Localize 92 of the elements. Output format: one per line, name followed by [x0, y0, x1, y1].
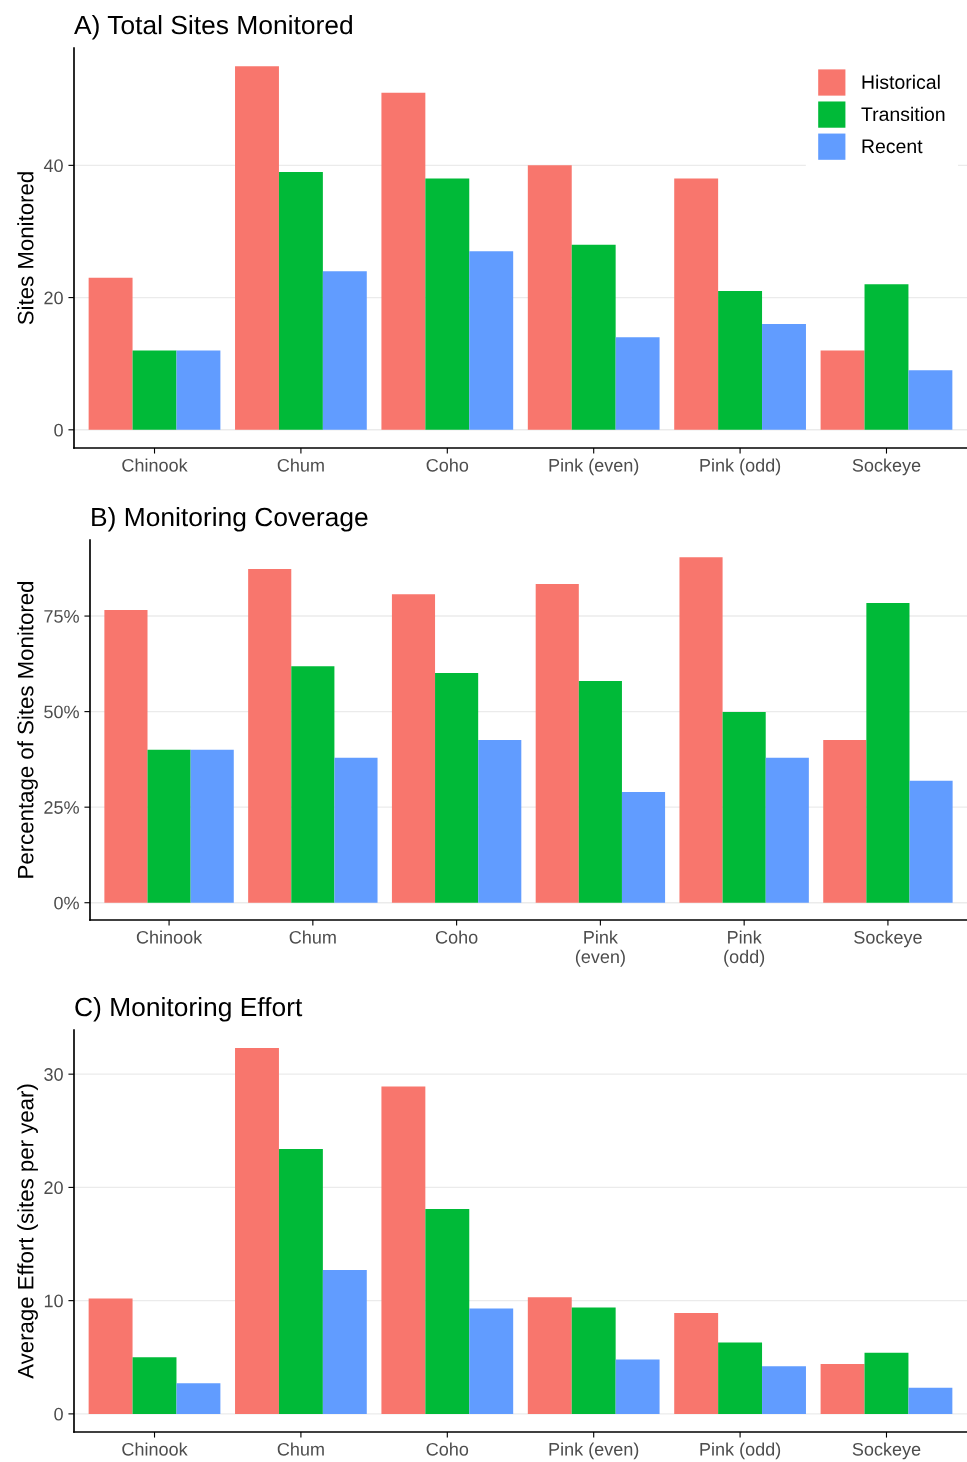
y-axis-title: Percentage of Sites Monitored: [17, 581, 38, 878]
legend-label: Transition: [861, 106, 945, 122]
chart-title: C) Monitoring Effort: [75, 996, 303, 1022]
x-tick-label: Pink (even): [549, 1442, 639, 1460]
bar: [908, 370, 953, 430]
bar: [866, 603, 910, 903]
x-tick-label: Pink (odd): [724, 930, 765, 967]
bar: [679, 557, 723, 903]
bar: [322, 1270, 367, 1414]
bar: [765, 757, 809, 903]
bar: [864, 1352, 909, 1414]
bar: [132, 350, 177, 430]
x-tick-label: Chum: [277, 1442, 324, 1456]
bar: [615, 337, 660, 430]
bar: [176, 350, 221, 430]
legend-label: Recent: [862, 139, 923, 154]
x-tick-label: Sockeye: [852, 1442, 921, 1460]
bar: [278, 1148, 323, 1414]
bar: [478, 739, 522, 903]
bar: [820, 1364, 865, 1414]
y-axis-title: Sites Monitored: [17, 172, 34, 325]
bar: [571, 1307, 616, 1414]
x-tick-label: Sockeye: [852, 458, 921, 476]
bar: [718, 290, 763, 430]
bar: [469, 1308, 514, 1414]
bar: [674, 178, 719, 430]
bar: [425, 1208, 470, 1414]
bar: [278, 171, 323, 430]
y-tick-label: 25%: [44, 801, 79, 814]
bar: [322, 271, 367, 430]
bar: [435, 673, 479, 903]
x-tick-label: Chinook: [122, 458, 188, 472]
bar: [425, 178, 470, 430]
x-tick-label: Pink (odd): [700, 458, 781, 476]
x-tick-label: Pink (odd): [700, 1442, 781, 1460]
bar: [527, 165, 572, 430]
x-tick-label: Pink (even): [575, 930, 625, 967]
y-tick-label: 0%: [54, 896, 79, 910]
bar: [864, 284, 909, 430]
bar: [908, 1387, 953, 1414]
chart-title: A) Total Sites Monitored: [74, 14, 352, 40]
legend-label: Historical: [862, 74, 940, 90]
bar: [88, 1298, 133, 1414]
x-tick-label: Pink (even): [549, 458, 639, 476]
x-tick-label: Chum: [289, 930, 336, 944]
bar: [147, 749, 191, 903]
bar: [176, 1383, 221, 1414]
x-tick-label: Coho: [426, 458, 469, 472]
bar: [104, 609, 148, 903]
chart-title: B) Monitoring Coverage: [92, 506, 368, 532]
bar: [762, 324, 806, 430]
x-tick-label: Sockeye: [854, 930, 922, 948]
y-tick-label: 20: [44, 291, 63, 305]
bar: [132, 1357, 177, 1414]
bar: [381, 92, 426, 430]
bar: [762, 1366, 806, 1414]
y-tick-label: 20: [44, 1181, 63, 1195]
x-tick-label: Chinook: [122, 1442, 188, 1456]
bar: [469, 251, 514, 430]
bar: [909, 780, 953, 903]
bar: [235, 1048, 279, 1414]
y-tick-label: 75%: [44, 610, 79, 623]
x-tick-label: Chum: [277, 458, 324, 472]
bar: [190, 749, 234, 903]
x-tick-label: Coho: [426, 1442, 469, 1456]
bar: [381, 1086, 426, 1414]
bar: [674, 1313, 719, 1414]
bar: [291, 666, 335, 903]
bar: [88, 277, 133, 430]
bar: [391, 594, 436, 903]
bar: [823, 739, 867, 903]
y-tick-label: 10: [44, 1294, 63, 1308]
bar: [571, 244, 616, 430]
bar: [820, 350, 865, 430]
bar: [535, 583, 579, 903]
bar: [334, 757, 378, 903]
x-tick-label: Chinook: [136, 930, 203, 944]
bar: [621, 791, 666, 903]
y-axis-title: Average Effort (sites per year): [17, 1084, 38, 1379]
bar: [527, 1297, 572, 1414]
y-tick-label: 50%: [44, 705, 79, 719]
y-tick-label: 0: [54, 1407, 63, 1421]
y-tick-label: 0: [54, 423, 63, 437]
bar: [718, 1342, 763, 1414]
bar: [578, 681, 622, 903]
bar: [615, 1359, 660, 1414]
y-tick-label: 30: [44, 1068, 63, 1081]
bar: [235, 66, 279, 430]
x-tick-label: Coho: [435, 930, 478, 944]
bar: [248, 569, 292, 903]
bar: [722, 712, 766, 903]
y-tick-label: 40: [43, 159, 63, 173]
